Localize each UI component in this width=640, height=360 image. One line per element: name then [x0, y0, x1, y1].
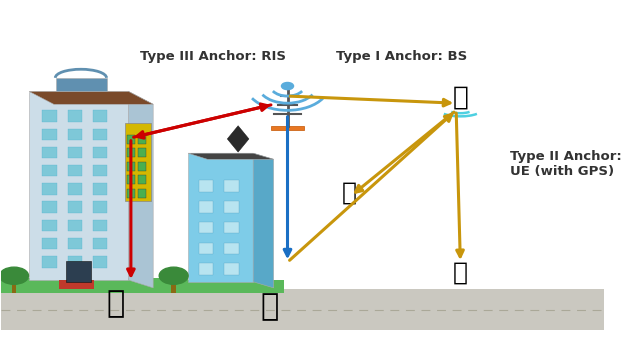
FancyBboxPatch shape — [93, 111, 108, 122]
FancyBboxPatch shape — [199, 263, 213, 275]
FancyBboxPatch shape — [42, 147, 57, 158]
FancyBboxPatch shape — [60, 280, 94, 289]
FancyBboxPatch shape — [199, 201, 213, 212]
FancyBboxPatch shape — [179, 280, 285, 293]
FancyBboxPatch shape — [127, 162, 134, 171]
Polygon shape — [129, 91, 153, 288]
FancyBboxPatch shape — [1, 278, 188, 293]
FancyBboxPatch shape — [42, 238, 57, 249]
FancyBboxPatch shape — [68, 147, 82, 158]
Polygon shape — [253, 153, 274, 288]
FancyBboxPatch shape — [224, 263, 239, 275]
FancyBboxPatch shape — [93, 165, 108, 176]
FancyBboxPatch shape — [138, 148, 146, 157]
FancyBboxPatch shape — [12, 278, 17, 293]
FancyBboxPatch shape — [93, 147, 108, 158]
FancyBboxPatch shape — [68, 202, 82, 213]
FancyBboxPatch shape — [93, 129, 108, 140]
FancyBboxPatch shape — [138, 175, 146, 184]
FancyBboxPatch shape — [29, 93, 129, 280]
FancyBboxPatch shape — [68, 165, 82, 176]
FancyBboxPatch shape — [68, 238, 82, 249]
FancyBboxPatch shape — [68, 129, 82, 140]
FancyBboxPatch shape — [93, 238, 108, 249]
FancyBboxPatch shape — [93, 256, 108, 267]
Polygon shape — [29, 91, 153, 104]
Circle shape — [159, 267, 188, 284]
Text: 🛵: 🛵 — [260, 292, 278, 321]
FancyBboxPatch shape — [127, 135, 134, 144]
FancyBboxPatch shape — [127, 175, 134, 184]
FancyBboxPatch shape — [1, 289, 604, 330]
FancyBboxPatch shape — [127, 148, 134, 157]
FancyBboxPatch shape — [224, 222, 239, 233]
FancyBboxPatch shape — [42, 111, 57, 122]
FancyBboxPatch shape — [68, 183, 82, 195]
FancyBboxPatch shape — [42, 129, 57, 140]
FancyBboxPatch shape — [172, 278, 176, 293]
FancyBboxPatch shape — [224, 243, 239, 254]
FancyBboxPatch shape — [271, 126, 305, 130]
FancyBboxPatch shape — [199, 243, 213, 254]
FancyBboxPatch shape — [138, 189, 146, 198]
FancyBboxPatch shape — [68, 220, 82, 231]
Polygon shape — [188, 153, 274, 159]
FancyBboxPatch shape — [68, 256, 82, 267]
Text: 📱: 📱 — [342, 180, 357, 204]
FancyBboxPatch shape — [188, 153, 253, 282]
Circle shape — [0, 267, 29, 284]
FancyBboxPatch shape — [42, 202, 57, 213]
FancyBboxPatch shape — [42, 183, 57, 195]
FancyBboxPatch shape — [56, 78, 107, 91]
FancyBboxPatch shape — [199, 180, 213, 192]
Text: 🚶: 🚶 — [453, 261, 468, 285]
FancyBboxPatch shape — [127, 189, 134, 198]
FancyBboxPatch shape — [224, 201, 239, 212]
FancyBboxPatch shape — [42, 220, 57, 231]
FancyBboxPatch shape — [42, 256, 57, 267]
Text: 🚗: 🚗 — [107, 289, 125, 318]
Circle shape — [282, 82, 294, 90]
FancyBboxPatch shape — [68, 111, 82, 122]
FancyBboxPatch shape — [224, 180, 239, 192]
FancyBboxPatch shape — [42, 165, 57, 176]
FancyBboxPatch shape — [138, 162, 146, 171]
Text: Type III Anchor: RIS: Type III Anchor: RIS — [140, 50, 286, 63]
FancyBboxPatch shape — [199, 222, 213, 233]
Polygon shape — [227, 126, 249, 152]
FancyBboxPatch shape — [125, 123, 151, 202]
Text: Type I Anchor: BS: Type I Anchor: BS — [336, 50, 467, 63]
FancyBboxPatch shape — [138, 135, 146, 144]
FancyBboxPatch shape — [67, 261, 90, 282]
FancyBboxPatch shape — [93, 202, 108, 213]
Text: Type II Anchor:
UE (with GPS): Type II Anchor: UE (with GPS) — [510, 150, 622, 178]
Text: 🚁: 🚁 — [452, 85, 468, 111]
FancyBboxPatch shape — [93, 220, 108, 231]
FancyBboxPatch shape — [93, 183, 108, 195]
